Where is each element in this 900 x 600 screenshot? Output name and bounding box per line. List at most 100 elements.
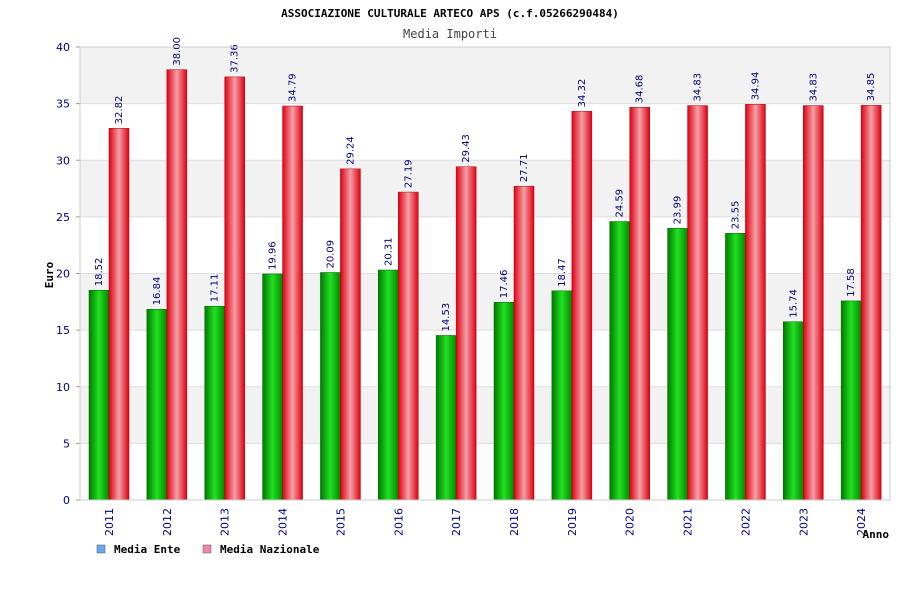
bar-media-nazionale-2021 [687, 105, 708, 501]
y-tick-label: 15 [56, 324, 70, 337]
bar-media-ente-2022 [725, 233, 746, 501]
value-label-media-nazionale-2014: 34.79 [288, 73, 299, 102]
value-label-media-ente-2024: 17.58 [846, 268, 857, 297]
value-label-media-ente-2019: 18.47 [557, 258, 568, 287]
plot-band [80, 216, 890, 274]
x-tick-label-2023: 2023 [797, 508, 810, 536]
chart-title: ASSOCIAZIONE CULTURALE ARTECO APS (c.f.0… [281, 7, 619, 20]
bar-media-nazionale-2018 [513, 185, 535, 501]
bar-media-nazionale-2019 [571, 111, 593, 501]
bars [88, 69, 882, 501]
y-tick-label: 30 [56, 154, 70, 167]
bar-media-ente-2019 [551, 290, 573, 501]
bar-media-nazionale-2015 [340, 168, 361, 501]
bar-media-nazionale-2012 [166, 69, 188, 501]
value-label-media-nazionale-2021: 34.83 [693, 73, 704, 102]
y-tick-label: 10 [56, 381, 70, 394]
x-axis-ticks: 2011 2012 2013 2014 2015 2016 2017 2018 2019 2020… [103, 508, 868, 536]
legend-swatch-media-nazionale [202, 544, 212, 554]
value-label-media-ente-2018: 17.46 [499, 270, 510, 299]
x-tick-label-2020: 2020 [624, 508, 637, 536]
x-tick-label-2021: 2021 [682, 508, 695, 536]
value-label-media-nazionale-2018: 27.71 [519, 154, 530, 183]
plot-band [80, 160, 890, 217]
bar-media-nazionale-2011 [108, 128, 130, 501]
plot-band [80, 273, 890, 331]
plot-border [79, 46, 891, 501]
legend-label-media-nazionale: Media Nazionale [220, 543, 320, 556]
value-label-media-nazionale-2020: 34.68 [635, 75, 646, 104]
value-label-media-nazionale-2011: 32.82 [114, 96, 125, 125]
y-tick-label: 25 [56, 211, 70, 224]
value-label-media-nazionale-2013: 37.36 [230, 44, 241, 73]
plot-band [80, 330, 890, 387]
x-tick-label-2014: 2014 [277, 508, 290, 536]
bar-media-ente-2023 [783, 321, 804, 501]
legend-label-media-ente: Media Ente [114, 543, 181, 556]
value-label-media-ente-2011: 18.52 [94, 258, 105, 287]
x-tick-label-2024: 2024 [855, 508, 868, 536]
value-label-media-ente-2012: 16.84 [152, 277, 163, 306]
x-tick-label-2015: 2015 [334, 508, 347, 536]
x-tick-label-2016: 2016 [392, 508, 405, 536]
value-label-media-ente-2015: 20.09 [325, 240, 336, 269]
plot-band [80, 443, 890, 500]
value-label-media-nazionale-2015: 29.24 [345, 136, 356, 165]
bar-media-nazionale-2020 [629, 106, 650, 501]
x-tick-label-2011: 2011 [103, 508, 116, 536]
bar-media-ente-2018 [493, 302, 515, 501]
y-tick-label: 35 [56, 98, 70, 111]
value-label-media-ente-2017: 14.53 [441, 303, 452, 332]
value-label-media-nazionale-2012: 38.00 [172, 37, 183, 66]
value-label-media-ente-2014: 19.96 [268, 241, 279, 270]
x-axis-label: Anno [863, 528, 890, 541]
bar-media-ente-2016 [378, 269, 399, 501]
legend: Media Ente Media Nazionale [96, 543, 320, 556]
y-axis-label: Euro [43, 261, 56, 288]
bar-media-ente-2015 [320, 272, 341, 501]
x-tick-label-2022: 2022 [739, 508, 752, 536]
legend-swatch-media-ente [96, 544, 106, 554]
bar-media-ente-2011 [88, 290, 110, 501]
x-tick-label-2012: 2012 [161, 508, 174, 536]
value-label-media-ente-2016: 20.31 [383, 237, 394, 266]
plot-band [80, 386, 890, 444]
y-axis-ticks: 0 5 10 15 20 25 30 35 40 [56, 41, 80, 507]
x-tick-label-2013: 2013 [219, 508, 232, 536]
bar-media-nazionale-2014 [282, 105, 303, 501]
bar-media-nazionale-2022 [745, 104, 766, 501]
value-label-media-nazionale-2024: 34.85 [866, 73, 877, 102]
value-label-media-ente-2022: 23.55 [730, 201, 741, 230]
plot-band [80, 103, 890, 161]
bar-media-nazionale-2024 [860, 105, 882, 501]
x-tick-label-2018: 2018 [508, 508, 521, 536]
bar-media-ente-2024 [840, 300, 862, 501]
bar-media-ente-2020 [609, 221, 630, 501]
value-label-media-nazionale-2022: 34.94 [750, 72, 761, 101]
value-labels: 18.52 32.82 16.84 38.00 17.11 37.36 19.96 34.79… [94, 37, 877, 331]
value-label-media-ente-2020: 24.59 [615, 189, 626, 218]
value-label-media-nazionale-2016: 27.19 [403, 159, 414, 188]
x-tick-label-2017: 2017 [450, 508, 463, 536]
value-label-media-nazionale-2019: 34.32 [577, 79, 588, 108]
value-label-media-ente-2021: 23.99 [673, 196, 684, 225]
bar-media-ente-2021 [667, 228, 688, 501]
value-label-media-ente-2023: 15.74 [788, 289, 799, 318]
y-tick-label: 0 [63, 494, 70, 507]
x-tick-label-2019: 2019 [566, 508, 579, 536]
bar-media-ente-2013 [204, 305, 225, 501]
value-label-media-nazionale-2017: 29.43 [461, 134, 472, 163]
bar-media-nazionale-2017 [455, 166, 477, 501]
bar-media-nazionale-2016 [398, 191, 419, 501]
plot-band [80, 47, 890, 104]
bar-media-ente-2012 [146, 309, 168, 501]
bar-media-nazionale-2023 [803, 105, 824, 501]
y-tick-label: 5 [63, 437, 70, 450]
value-label-media-nazionale-2023: 34.83 [808, 73, 819, 102]
y-tick-label: 40 [56, 41, 70, 54]
chart-subtitle: Media Importi [403, 27, 497, 41]
bar-media-nazionale-2013 [224, 76, 245, 501]
y-tick-label: 20 [56, 268, 70, 281]
value-label-media-ente-2013: 17.11 [210, 274, 221, 303]
